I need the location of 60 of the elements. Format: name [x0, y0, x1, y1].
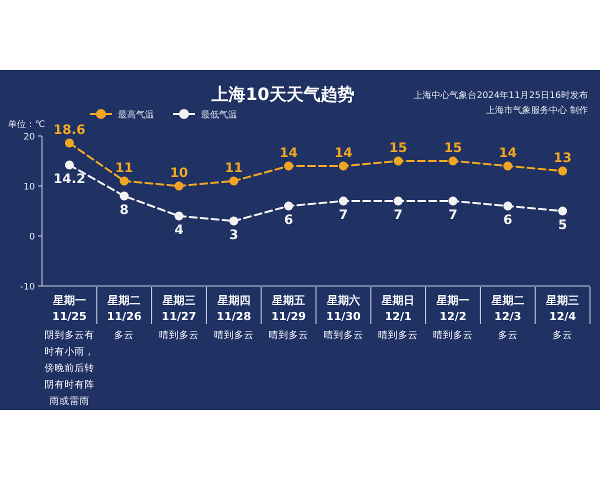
- data-label: 6: [284, 213, 294, 228]
- data-label: 7: [394, 208, 403, 223]
- data-label: 11: [115, 161, 134, 176]
- x-tick-label: 星期四 11/28 晴到多云: [214, 294, 254, 341]
- x-tick-label: 星期三 12/4 多云: [545, 294, 580, 341]
- point: [558, 206, 568, 216]
- point: [229, 216, 238, 226]
- x-tick-label: 星期日 12/1 晴到多云: [378, 294, 418, 341]
- data-label: 6: [503, 213, 512, 228]
- x-tick-label: 星期一 12/2 晴到多云: [433, 294, 473, 341]
- data-label: 4: [174, 223, 184, 238]
- data-label: 3: [229, 228, 238, 243]
- y-tick-label: -10: [20, 282, 36, 292]
- data-label: 14: [280, 146, 298, 161]
- point: [338, 162, 348, 170]
- point: [64, 160, 74, 170]
- point: [558, 166, 568, 176]
- data-label: 10: [170, 166, 188, 181]
- y-tick-label: 10: [24, 182, 36, 192]
- data-label: 14: [498, 146, 517, 161]
- y-axis-title: 单位：℃: [8, 119, 46, 130]
- data-label: 7: [448, 208, 458, 223]
- point: [284, 162, 294, 170]
- chart-title: 上海10天天气趋势: [210, 85, 354, 105]
- data-label: 11: [224, 161, 243, 176]
- data-label: 14: [334, 146, 352, 161]
- data-label: 18.6: [53, 123, 86, 138]
- data-label: 8: [120, 203, 129, 218]
- point: [64, 138, 74, 148]
- data-label: 15: [389, 141, 408, 156]
- legend-label: 最高气温: [118, 110, 154, 120]
- point: [503, 162, 512, 170]
- legend-label: 最低气温: [201, 110, 237, 120]
- x-tick-label: 星期二 11/26 多云: [106, 294, 142, 341]
- point: [448, 156, 458, 166]
- x-tick-label: 星期二 12/3 多云: [490, 294, 524, 341]
- x-tick-label: 星期六 11/30 晴到多云: [323, 294, 364, 341]
- point: [120, 176, 129, 186]
- point: [503, 202, 512, 210]
- text: 上海市气象服务中心 制作: [486, 105, 588, 116]
- data-label: 13: [554, 151, 572, 166]
- point: [229, 176, 238, 186]
- point: [284, 202, 294, 210]
- point: [448, 196, 458, 206]
- data-label: 7: [338, 208, 348, 223]
- text: 上海中心气象台2024年11月25日16时发布: [414, 90, 588, 101]
- x-tick-label: 星期三 11/27 晴到多云: [159, 294, 199, 341]
- point: [120, 192, 129, 200]
- y-tick-label: 20: [24, 132, 36, 142]
- x-tick-label: 星期一 11/25 阴到多云有时有小雨，傍晚前后转阴有时有阵雨或雷雨: [44, 294, 94, 407]
- point: [394, 156, 403, 166]
- data-label: 5: [558, 218, 568, 233]
- x-tick-label: 星期五 11/29 晴到多云: [268, 294, 309, 341]
- point: [338, 196, 348, 206]
- point: [174, 212, 184, 220]
- point: [174, 182, 184, 190]
- y-tick-label: 0: [29, 232, 36, 242]
- data-label: 15: [444, 141, 462, 156]
- data-label: 14.2: [53, 172, 86, 187]
- point: [394, 196, 403, 206]
